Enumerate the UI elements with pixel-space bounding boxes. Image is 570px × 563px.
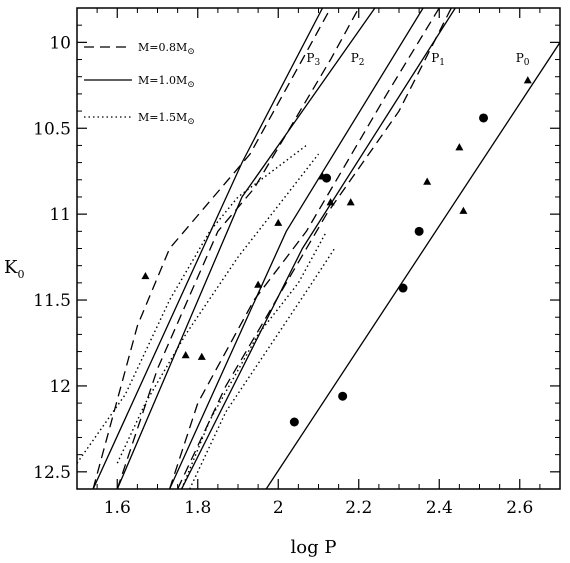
triangle-point bbox=[455, 143, 464, 151]
x-tick-label: 2.6 bbox=[506, 498, 533, 518]
period-label-sub: 3 bbox=[315, 58, 321, 68]
x-tick-label: 1.8 bbox=[184, 498, 211, 518]
legend-sun-symbol: ⊙ bbox=[187, 47, 195, 57]
y-tick-label: 10.5 bbox=[33, 119, 71, 139]
series-line-dashed bbox=[116, 8, 360, 489]
y-tick-label: 10 bbox=[49, 33, 71, 53]
x-tick-label: 2.4 bbox=[426, 498, 453, 518]
triangle-point bbox=[346, 198, 355, 206]
triangle-point bbox=[197, 352, 206, 360]
circle-point bbox=[322, 173, 332, 183]
model-curves bbox=[77, 8, 560, 489]
legend-sun-symbol: ⊙ bbox=[187, 80, 195, 90]
circle-point bbox=[289, 417, 299, 427]
series-line-dotted bbox=[77, 144, 307, 464]
circle-point bbox=[398, 283, 408, 293]
period-label: P0 bbox=[516, 51, 530, 68]
circle-point bbox=[479, 113, 489, 123]
series-line-solid bbox=[169, 8, 424, 489]
y-tick-label: 11.5 bbox=[33, 291, 71, 311]
circle-point bbox=[414, 226, 424, 236]
y-axis-title: K0 bbox=[4, 257, 24, 281]
x-tick-label: 1.6 bbox=[104, 498, 131, 518]
data-points bbox=[141, 76, 532, 427]
y-tick-label: 11 bbox=[49, 205, 71, 225]
series-line-solid bbox=[181, 8, 456, 489]
series-line-dotted bbox=[189, 248, 336, 489]
series-line-dotted bbox=[116, 153, 320, 464]
period-label-sub: 0 bbox=[524, 58, 530, 68]
period-label-sub: 2 bbox=[359, 58, 365, 68]
circle-point bbox=[338, 391, 348, 401]
triangle-point bbox=[254, 280, 263, 288]
period-label: P1 bbox=[431, 51, 445, 68]
legend-label: M=1.0M⊙ bbox=[138, 74, 195, 90]
triangle-point bbox=[423, 177, 432, 185]
legend: M=0.8M⊙ M=1.0M⊙ M=1.5M⊙ bbox=[84, 41, 195, 127]
series-line-dashed bbox=[177, 8, 452, 489]
x-tick-label: 2.2 bbox=[345, 498, 372, 518]
period-label: P2 bbox=[351, 51, 365, 68]
series-line-solid bbox=[116, 8, 376, 489]
legend-label: M=1.5M⊙ bbox=[138, 111, 195, 127]
y-axis-title-sub: 0 bbox=[17, 268, 24, 281]
series-line-solid bbox=[92, 8, 324, 489]
y-tick-label: 12 bbox=[49, 377, 71, 397]
period-label-sub: 1 bbox=[439, 58, 445, 68]
triangle-point bbox=[459, 206, 468, 214]
annotations: P3 P2 P1 P0 bbox=[306, 51, 529, 68]
triangle-point bbox=[523, 76, 532, 84]
legend-sun-symbol: ⊙ bbox=[187, 117, 195, 127]
triangle-point bbox=[141, 271, 150, 280]
triangle-point bbox=[326, 198, 335, 206]
period-label: P3 bbox=[306, 51, 320, 68]
triangle-point bbox=[274, 218, 283, 226]
legend-label: M=0.8M⊙ bbox=[138, 41, 195, 57]
x-axis-title: log P bbox=[291, 537, 337, 558]
x-tick-label: 2 bbox=[273, 498, 284, 518]
triangle-point bbox=[181, 351, 190, 359]
series-line-dotted bbox=[180, 230, 328, 489]
y-tick-label: 12.5 bbox=[33, 463, 71, 483]
series-line-dashed bbox=[168, 8, 440, 489]
series-line-solid bbox=[265, 42, 560, 489]
